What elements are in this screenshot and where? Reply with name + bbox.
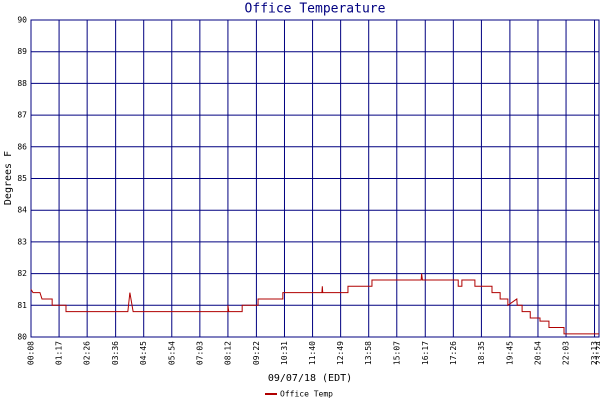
y-tick-label: 87 [17,111,27,120]
x-axis-label: 09/07/18 (EDT) [268,373,352,384]
x-tick-label: 23:24 [595,341,600,365]
y-tick-label: 85 [17,174,27,183]
x-tick-label: 15:07 [392,341,401,365]
x-tick-label: 07:03 [195,341,204,365]
y-tick-label: 86 [17,142,27,151]
x-tick-label: 03:36 [111,341,120,365]
y-tick-label: 89 [17,47,27,56]
y-axis-label: Degrees F [3,151,14,205]
y-tick-label: 90 [17,16,27,25]
x-tick-label: 16:17 [421,341,430,365]
y-tick-label: 88 [17,79,27,88]
plot-frame [30,19,600,338]
y-tick-label: 84 [17,206,27,215]
x-tick-label: 17:26 [449,341,458,365]
x-tick-label: 13:58 [364,341,373,365]
y-tick-label: 80 [17,333,27,342]
x-tick-label: 23:13 [590,341,599,365]
x-tick-label: 02:26 [83,341,92,365]
x-tick-label: 18:35 [477,341,486,365]
x-tick-label: 19:45 [505,341,514,365]
x-tick-label: 09:22 [252,341,261,365]
legend-label: Office Temp [280,390,333,399]
y-tick-label: 82 [17,269,27,278]
x-tick-label: 08:12 [223,341,232,365]
x-tick-label: 04:45 [139,341,148,365]
x-tick-label: 20:54 [533,341,542,365]
x-tick-label: 01:17 [55,341,64,365]
x-tick-label: 22:03 [562,341,571,365]
y-tick-label: 81 [17,301,27,310]
x-tick-label: 05:54 [167,341,176,365]
chart-title: Office Temperature [245,2,386,17]
y-tick-label: 83 [17,237,27,246]
x-tick-label: 11:40 [308,341,317,365]
x-tick-label: 12:49 [336,341,345,365]
x-tick-label: 00:08 [27,341,36,365]
data-line [30,273,599,335]
x-tick-label: 10:31 [280,341,289,365]
